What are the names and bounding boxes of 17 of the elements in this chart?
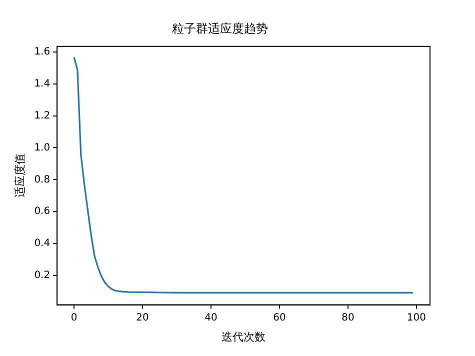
chart-title: 粒子群适应度趋势 xyxy=(172,21,268,36)
y-tick-label: 1.6 xyxy=(34,46,50,58)
y-tick-label: 0.8 xyxy=(34,174,50,186)
y-tick-label: 1.2 xyxy=(34,110,50,122)
y-tick-label: 0.4 xyxy=(34,238,50,250)
x-tick-label: 100 xyxy=(406,312,426,324)
x-tick-label: 0 xyxy=(70,312,78,324)
x-axis-title: 迭代次数 xyxy=(222,330,266,344)
y-tick-label: 0.6 xyxy=(34,206,50,218)
y-tick-label: 0.2 xyxy=(34,270,50,282)
x-tick-label: 60 xyxy=(273,312,286,324)
x-tick-label: 40 xyxy=(204,312,218,324)
x-tick-label: 80 xyxy=(342,312,354,324)
y-axis-title: 适应度值 xyxy=(13,154,26,198)
y-tick-label: 1.4 xyxy=(34,78,50,90)
x-tick-label: 20 xyxy=(136,312,149,324)
y-tick-label: 1.0 xyxy=(34,142,50,154)
